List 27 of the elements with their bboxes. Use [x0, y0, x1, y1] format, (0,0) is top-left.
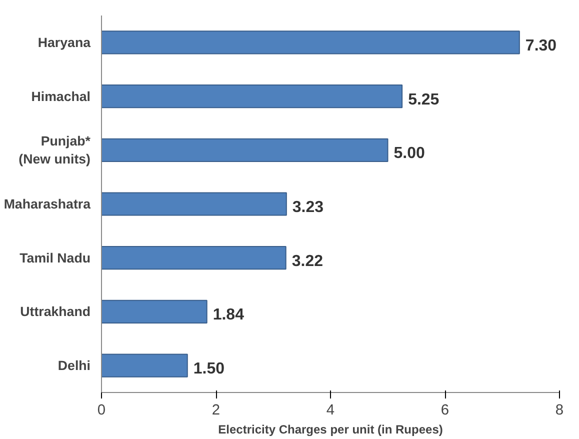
- data-label: 3.22: [292, 252, 324, 270]
- data-label: 1.50: [193, 360, 225, 378]
- bar: [102, 84, 403, 108]
- bar: [102, 354, 188, 378]
- x-tick-label: 2: [212, 402, 220, 418]
- y-tick-label: Uttrakhand: [20, 304, 91, 320]
- x-tick-label: 4: [326, 402, 335, 418]
- bar: [102, 246, 286, 270]
- x-axis-title: Electricity Charges per unit (in Rupees): [218, 422, 443, 436]
- y-tick-label: Haryana: [38, 34, 92, 50]
- x-tick-label: 8: [555, 402, 564, 418]
- bar: [102, 138, 388, 162]
- bar: [102, 192, 287, 216]
- bar: [102, 300, 208, 324]
- data-label: 1.84: [212, 306, 244, 324]
- data-label: 5.25: [408, 91, 440, 108]
- x-tick-label: 0: [97, 402, 106, 418]
- bar: [102, 30, 520, 54]
- y-tick-label: Tamil Nadu: [20, 250, 91, 266]
- data-label: 7.30: [525, 37, 557, 54]
- x-tick-label: 6: [440, 402, 450, 418]
- y-tick-label: Punjab* (New units): [18, 134, 92, 167]
- y-tick-label: Himachal: [31, 88, 91, 104]
- data-label: 3.23: [292, 199, 324, 216]
- y-tick-label: Delhi: [58, 358, 91, 374]
- y-tick-label: Maharashatra: [4, 196, 92, 212]
- data-label: 5.00: [394, 145, 425, 162]
